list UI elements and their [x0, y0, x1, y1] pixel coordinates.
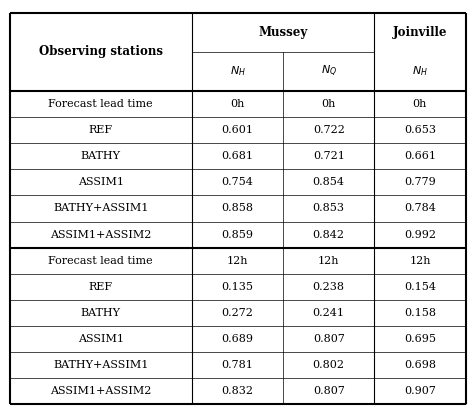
Text: ASSIM1+ASSIM2: ASSIM1+ASSIM2	[50, 230, 152, 240]
Text: 0.807: 0.807	[313, 387, 345, 397]
Text: Forecast lead time: Forecast lead time	[48, 99, 153, 109]
Text: $N_H$: $N_H$	[412, 64, 428, 78]
Text: 0.858: 0.858	[221, 203, 254, 214]
Text: 0h: 0h	[413, 99, 427, 109]
Text: REF: REF	[89, 125, 113, 135]
Text: ASSIM1: ASSIM1	[78, 177, 124, 187]
Text: 0.698: 0.698	[404, 360, 436, 370]
Text: BATHY+ASSIM1: BATHY+ASSIM1	[53, 360, 148, 370]
Text: 0.601: 0.601	[221, 125, 254, 135]
Text: 0.272: 0.272	[221, 308, 254, 318]
Text: 0.722: 0.722	[313, 125, 345, 135]
Text: 0.781: 0.781	[221, 360, 254, 370]
Text: ASSIM1: ASSIM1	[78, 334, 124, 344]
Text: $N_Q$: $N_Q$	[321, 64, 337, 79]
Text: 0.842: 0.842	[313, 230, 345, 240]
Text: REF: REF	[89, 282, 113, 292]
Text: 0.241: 0.241	[313, 308, 345, 318]
Text: Mussey: Mussey	[258, 25, 308, 39]
Text: 0.158: 0.158	[404, 308, 436, 318]
Text: 12h: 12h	[227, 256, 248, 266]
Text: 0h: 0h	[322, 99, 336, 109]
Text: Joinville: Joinville	[393, 25, 447, 39]
Text: 0.695: 0.695	[404, 334, 436, 344]
Text: 12h: 12h	[409, 256, 431, 266]
Text: 0.802: 0.802	[313, 360, 345, 370]
Text: 12h: 12h	[318, 256, 340, 266]
Text: 0.832: 0.832	[221, 387, 254, 397]
Text: 0.907: 0.907	[404, 387, 436, 397]
Text: BATHY+ASSIM1: BATHY+ASSIM1	[53, 203, 148, 214]
Text: 0.681: 0.681	[221, 151, 254, 161]
Text: 0.238: 0.238	[313, 282, 345, 292]
Text: 0.721: 0.721	[313, 151, 345, 161]
Text: 0.135: 0.135	[221, 282, 254, 292]
Text: Observing stations: Observing stations	[38, 45, 163, 58]
Text: $N_H$: $N_H$	[229, 64, 246, 78]
Text: 0.779: 0.779	[404, 177, 436, 187]
Text: 0.992: 0.992	[404, 230, 436, 240]
Text: ASSIM1+ASSIM2: ASSIM1+ASSIM2	[50, 387, 152, 397]
Text: 0.754: 0.754	[221, 177, 254, 187]
Text: 0.854: 0.854	[313, 177, 345, 187]
Text: 0.154: 0.154	[404, 282, 436, 292]
Text: 0.653: 0.653	[404, 125, 436, 135]
Text: BATHY: BATHY	[81, 308, 121, 318]
Text: 0h: 0h	[230, 99, 245, 109]
Text: BATHY: BATHY	[81, 151, 121, 161]
Text: 0.689: 0.689	[221, 334, 254, 344]
Text: 0.807: 0.807	[313, 334, 345, 344]
Text: 0.859: 0.859	[221, 230, 254, 240]
Text: 0.784: 0.784	[404, 203, 436, 214]
Text: Forecast lead time: Forecast lead time	[48, 256, 153, 266]
Text: 0.853: 0.853	[313, 203, 345, 214]
Text: 0.661: 0.661	[404, 151, 436, 161]
